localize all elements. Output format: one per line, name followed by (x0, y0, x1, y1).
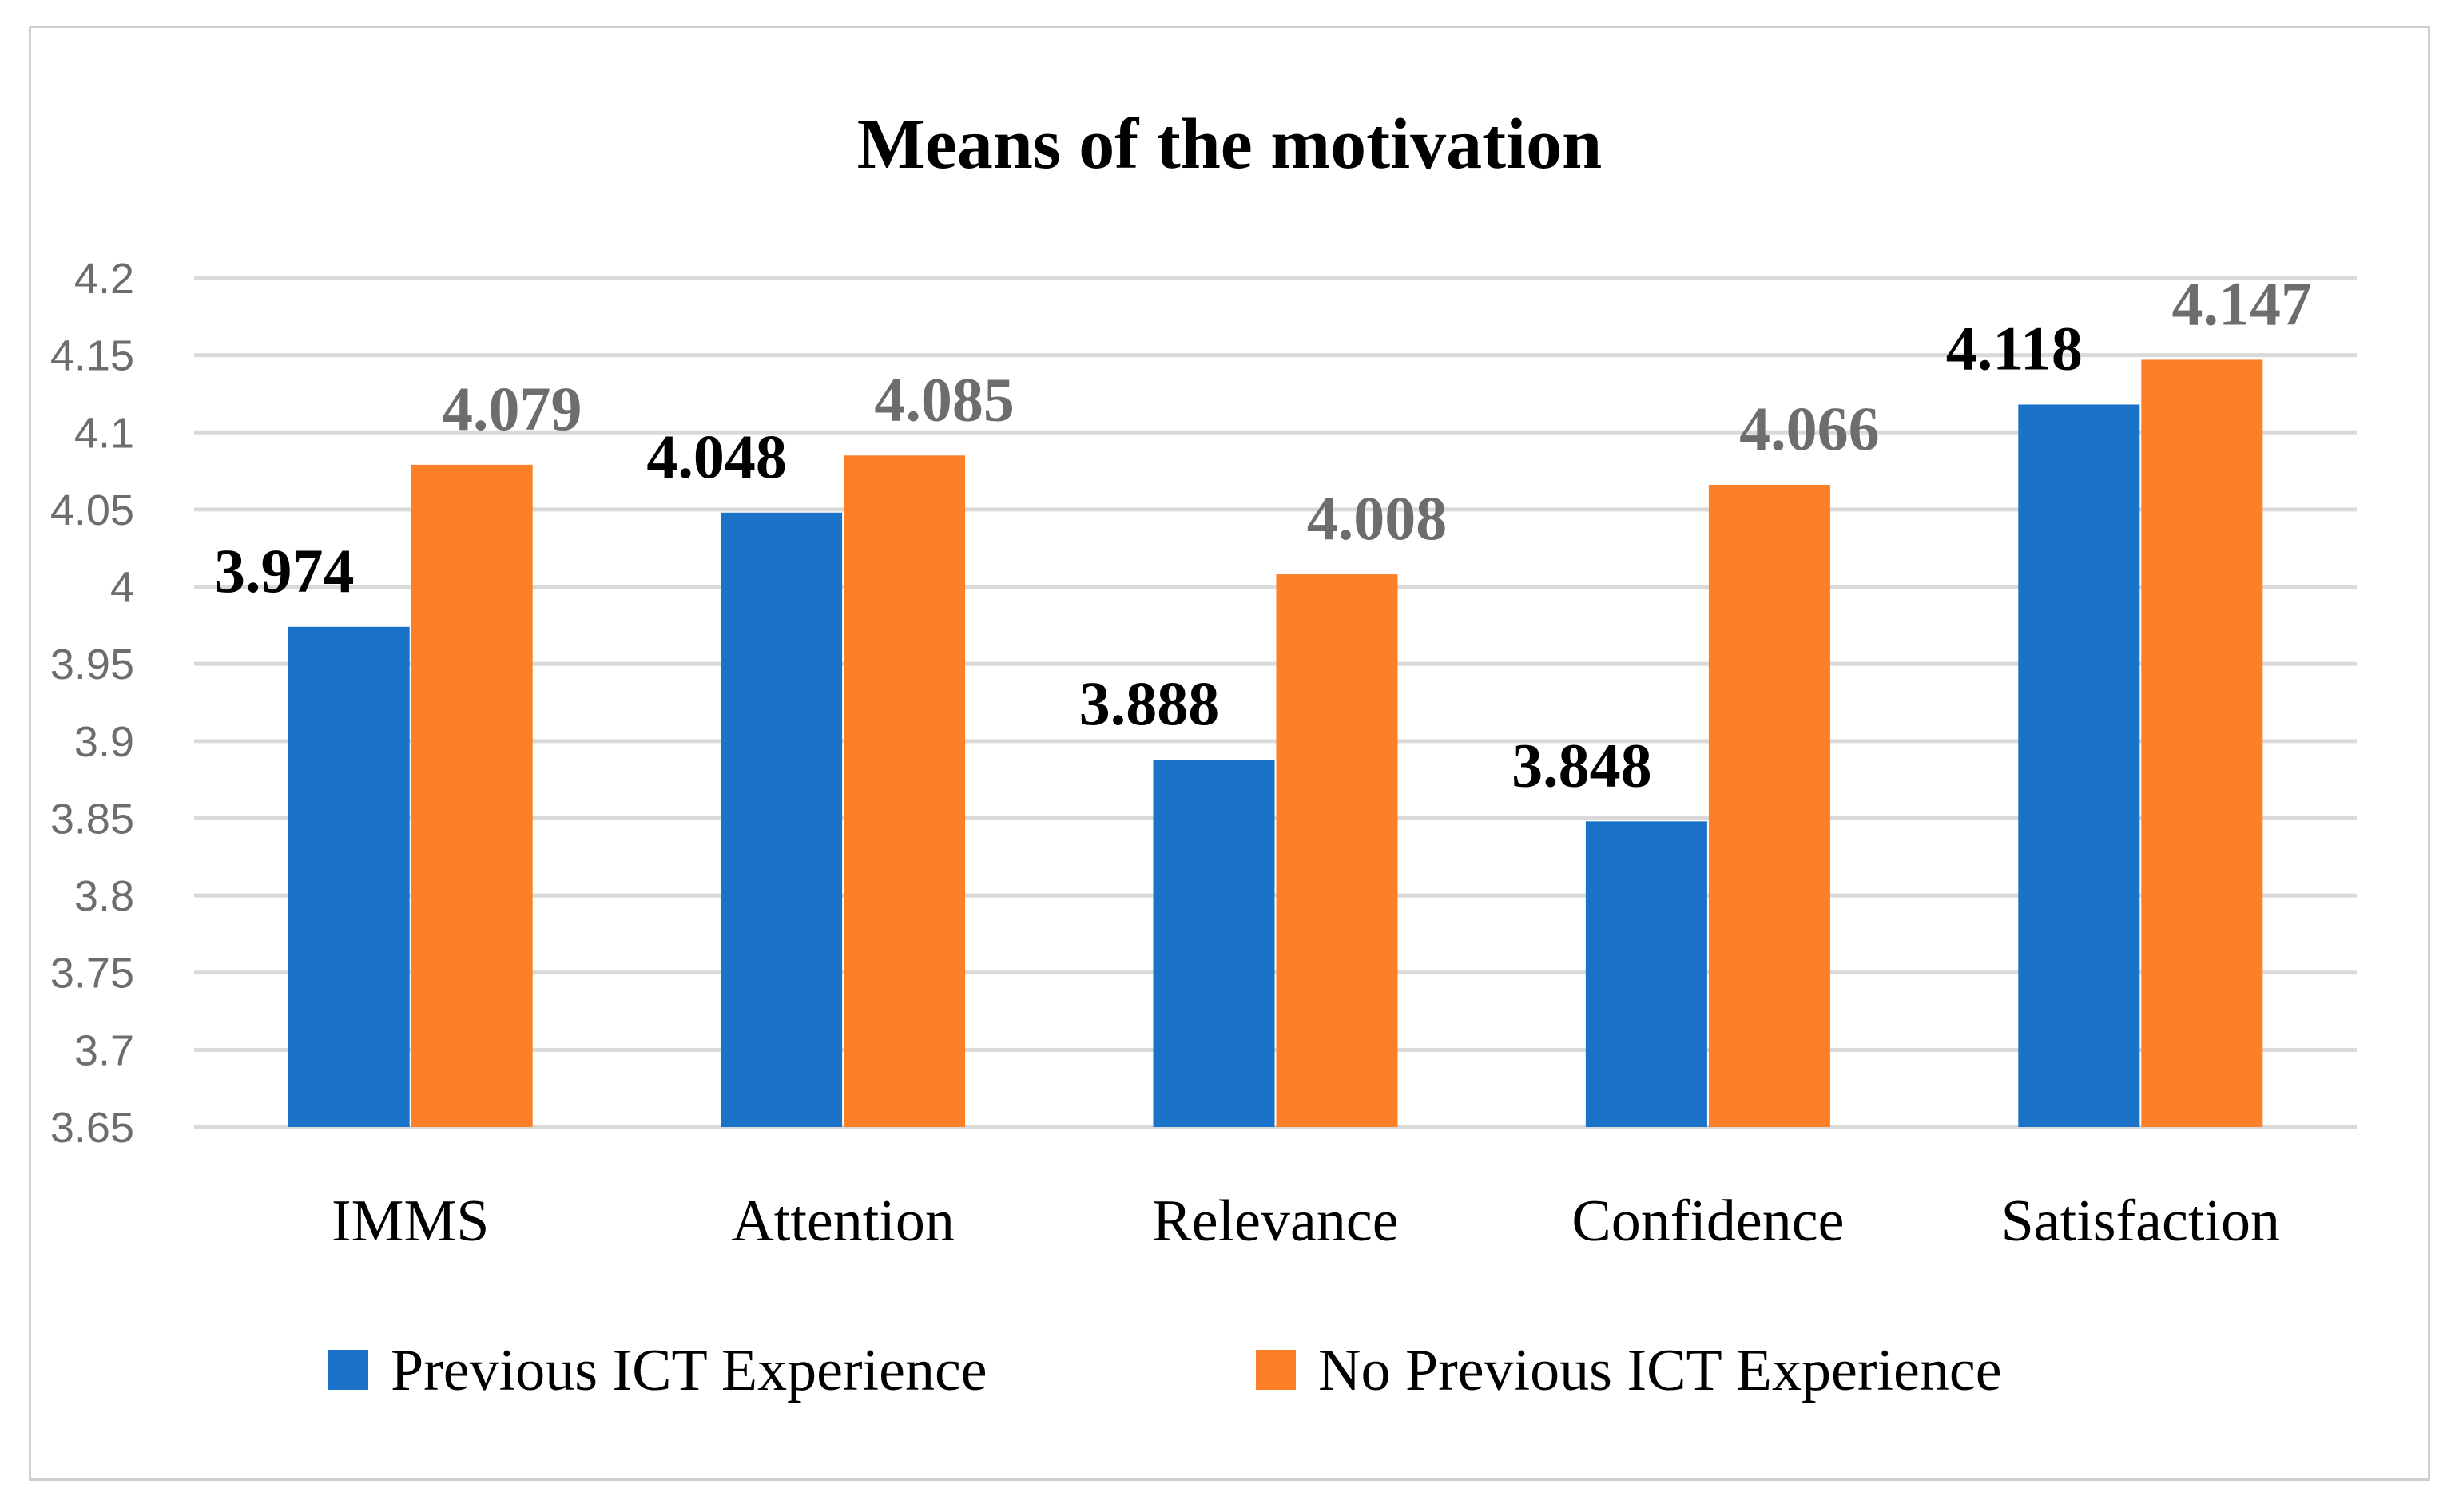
y-tick-label: 4.1 (74, 409, 134, 457)
x-tick-label: Satisfaction (2001, 1189, 2280, 1254)
bar-no-previous-attention (844, 455, 966, 1127)
bar-previous-attention (721, 512, 843, 1127)
legend-label: Previous ICT Experience (391, 1338, 987, 1403)
y-tick-label: 3.7 (74, 1026, 134, 1074)
y-tick-label: 4.05 (50, 486, 134, 534)
legend-swatch (1256, 1350, 1296, 1390)
y-tick-label: 3.9 (74, 718, 134, 766)
data-labels: 3.974 4.079 4.048 4.085 3.888 4.008 3.848 4.066… (214, 268, 2312, 800)
legend-label: No Previous ICT Experience (1318, 1338, 2002, 1403)
y-tick-label: 3.75 (50, 950, 134, 998)
data-label: 4.085 (874, 364, 1015, 434)
data-label: 4.118 (1946, 313, 2083, 383)
data-label: 4.008 (1307, 483, 1448, 553)
gridlines (194, 276, 2357, 1129)
legend-swatch (328, 1350, 368, 1390)
data-label: 4.048 (646, 422, 787, 491)
legend: Previous ICT Experience No Previous ICT E… (328, 1338, 2002, 1403)
bar-no-previous-satisfaction (2141, 359, 2263, 1127)
y-tick-label: 3.65 (50, 1104, 134, 1152)
bar-no-previous-confidence (1708, 484, 1830, 1127)
data-label: 4.147 (2172, 268, 2313, 338)
x-tick-label: Attention (731, 1189, 955, 1254)
y-tick-label: 4.2 (74, 255, 134, 303)
y-tick-label: 3.85 (50, 795, 134, 843)
x-tick-label: Confidence (1571, 1189, 1844, 1254)
bar-no-previous-relevance (1276, 574, 1398, 1127)
y-tick-label: 3.8 (74, 872, 134, 920)
bar-previous-imms (288, 626, 410, 1127)
data-label: 3.974 (214, 536, 355, 605)
y-tick-label: 3.95 (50, 641, 134, 689)
bar-no-previous-imms (411, 464, 533, 1127)
data-label: 3.888 (1079, 669, 1220, 738)
x-tick-label: Relevance (1152, 1189, 1398, 1254)
y-axis-ticks: 4.2 4.15 4.1 4.05 4 3.95 3.9 3.85 3.8 3.75 3.7 3.65 (50, 255, 134, 1152)
bar-previous-confidence (1585, 821, 1707, 1127)
bar-previous-satisfaction (2018, 404, 2140, 1127)
bar-previous-relevance (1153, 760, 1275, 1127)
x-axis-ticks: IMMS Attention Relevance Confidence Satisfac… (332, 1189, 2280, 1254)
x-tick-label: IMMS (332, 1189, 489, 1254)
bars (288, 359, 2263, 1127)
data-label: 4.079 (442, 374, 582, 443)
data-label: 3.848 (1512, 730, 1652, 800)
y-tick-label: 4 (110, 564, 134, 612)
data-label: 4.066 (1739, 394, 1880, 463)
chart-title: Means of the motivation (857, 105, 1602, 184)
y-tick-label: 4.15 (50, 332, 134, 380)
